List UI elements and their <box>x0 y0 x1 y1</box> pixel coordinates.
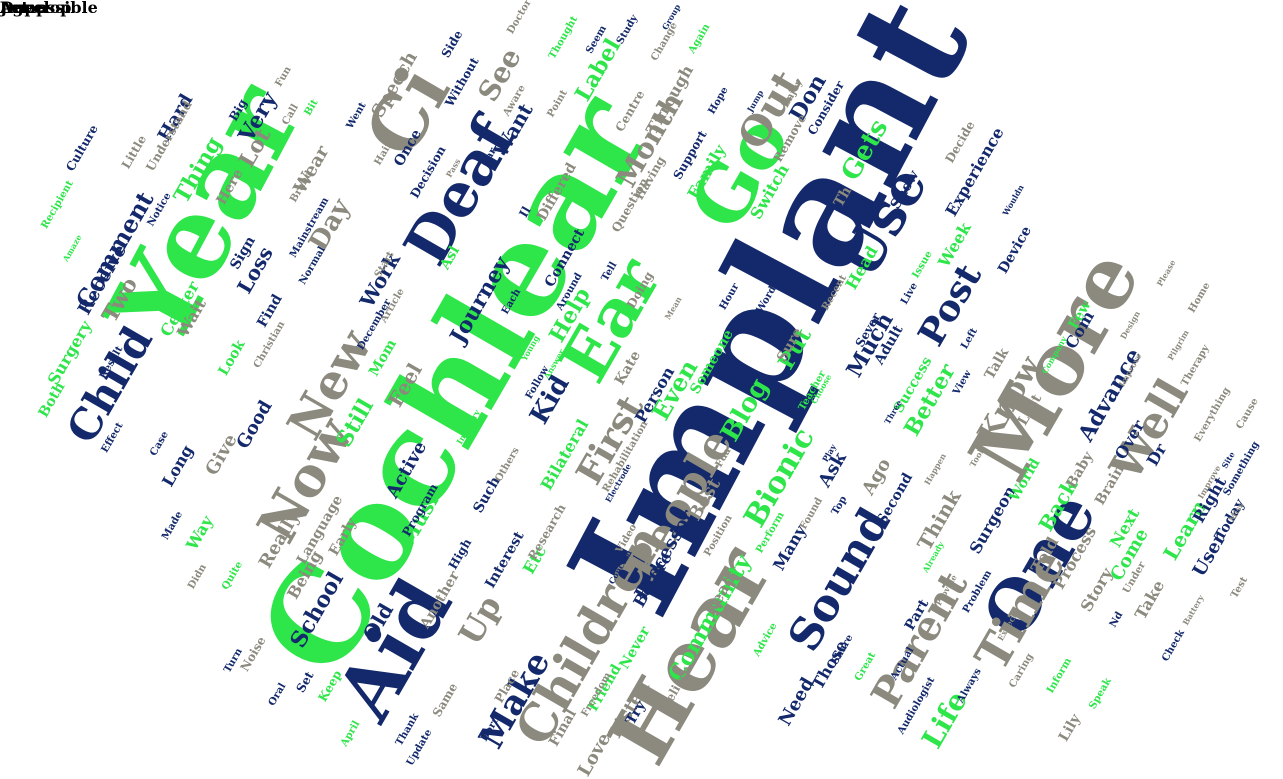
word-device: Device <box>995 223 1035 277</box>
word-home: Home <box>1186 280 1213 315</box>
word-love: Love <box>573 729 616 779</box>
word-good: Good <box>232 396 277 453</box>
word-both: Both <box>35 379 69 421</box>
word-april: April <box>338 719 363 749</box>
word-thought: Thought <box>546 14 581 62</box>
word-found: Found <box>798 495 826 532</box>
word-made: Made <box>160 509 186 542</box>
word-live: Live <box>899 281 921 307</box>
word-inform: Inform <box>1045 656 1075 696</box>
word-baby: Baby <box>1063 449 1097 491</box>
word-issue: Issue <box>910 249 935 281</box>
word-age: Age <box>0 0 34 17</box>
word-long: Long <box>158 441 197 490</box>
word-speak: Speak <box>1087 676 1114 712</box>
word-bit: Bit <box>302 97 321 118</box>
word-brain: Brain <box>1092 462 1128 508</box>
word-recipient: Recipient <box>39 178 76 231</box>
word-fun: Fun <box>273 64 294 89</box>
word-therapy: Therapy <box>1179 343 1212 389</box>
word-jump-2: Jump <box>0 0 48 17</box>
word-week: Week <box>934 219 975 271</box>
word-oral: Oral <box>266 681 289 709</box>
word-impossible: Impossible <box>0 0 98 17</box>
word-pilgrim: Pilgrim <box>1165 328 1191 362</box>
word-everything: Everything <box>1192 385 1233 444</box>
word-lily: Lily <box>1055 711 1085 745</box>
word-up: Up <box>450 588 510 652</box>
word-amaze: Amaze <box>60 232 84 264</box>
word-study: Study <box>614 13 641 47</box>
word-nd: Nd <box>1107 610 1126 630</box>
word-battery: Battery <box>1180 593 1206 627</box>
word-site: Site <box>1219 449 1237 471</box>
word-didn: Didn <box>186 562 210 592</box>
word-set: Set <box>293 669 317 695</box>
word-take: Take <box>1130 576 1169 623</box>
word-doctor: Doctor <box>505 0 534 36</box>
word-look: Look <box>215 337 249 379</box>
word-cause: Cause <box>1234 396 1261 432</box>
word-let: Let <box>0 0 29 17</box>
word-quite: Quite <box>220 559 246 592</box>
word-interest: Interest <box>482 528 528 592</box>
word-normal: Normal <box>297 244 328 287</box>
word-check: Check <box>1160 628 1187 664</box>
word-again: Again <box>686 22 713 56</box>
word-culture: Culture <box>63 122 101 174</box>
word-test: Test <box>1229 575 1251 601</box>
word-way: Way <box>182 512 217 554</box>
word-please: Please <box>1154 257 1178 289</box>
word-develop: Develop <box>0 0 72 17</box>
word-happen: Happen <box>921 451 949 487</box>
word-case: Case <box>148 429 171 458</box>
word-wouldn: Wouldn <box>1000 182 1026 218</box>
word-left: Left <box>959 326 980 352</box>
word-top: Top <box>829 494 850 518</box>
word-christian: Christian <box>251 319 288 371</box>
word-same: Same <box>429 680 461 720</box>
word-side: Side <box>438 27 466 61</box>
